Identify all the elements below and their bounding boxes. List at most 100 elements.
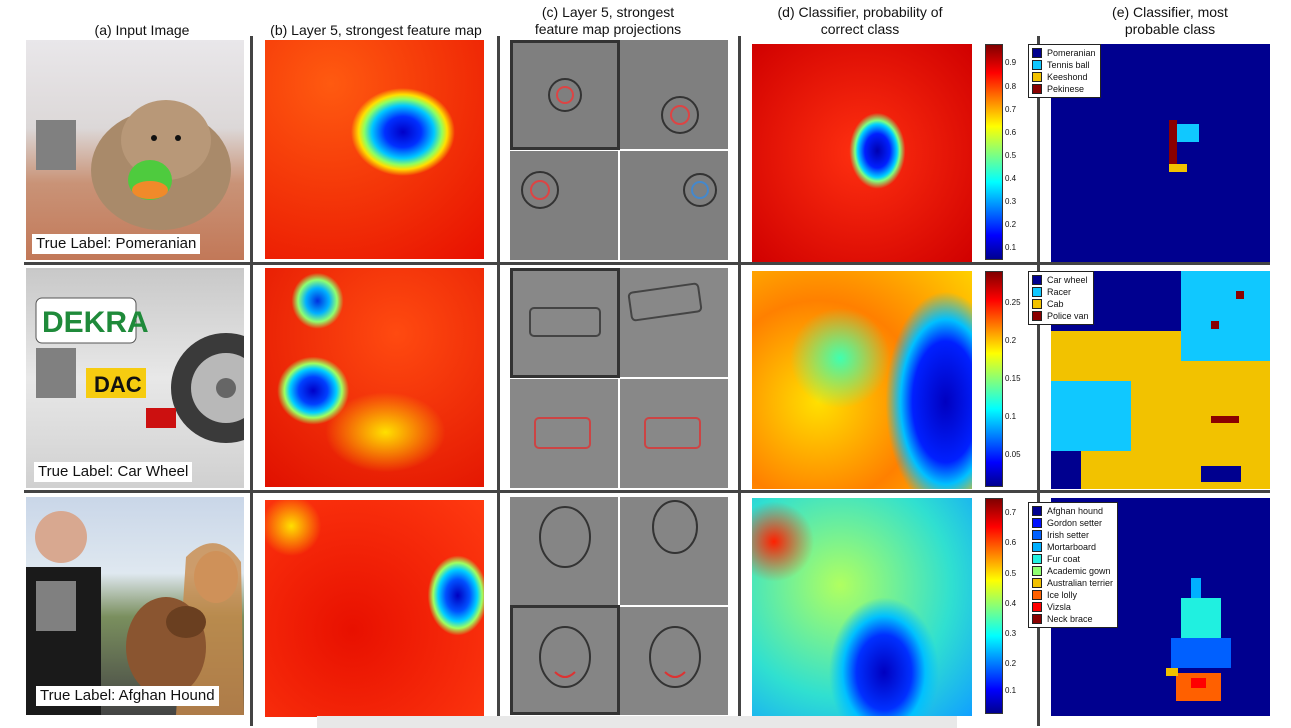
projection-3 bbox=[510, 379, 618, 488]
legend-item: Tennis ball bbox=[1032, 59, 1096, 71]
legend-item: Neck brace bbox=[1032, 613, 1113, 625]
legend-label: Ice lolly bbox=[1047, 590, 1078, 600]
legend-item: Pomeranian bbox=[1032, 47, 1096, 59]
legend-swatch bbox=[1032, 614, 1042, 624]
car-illustration: DEKRA DAC bbox=[35, 297, 244, 443]
legend-label: Car wheel bbox=[1047, 275, 1088, 285]
legend-swatch bbox=[1032, 311, 1042, 321]
colorbar-ticks-row1: 0.9 0.8 0.7 0.6 0.5 0.4 0.3 0.2 0.1 bbox=[1005, 44, 1035, 258]
legend-swatch bbox=[1032, 530, 1042, 540]
divider-vertical-3 bbox=[738, 36, 741, 726]
probability-map-row2 bbox=[752, 271, 972, 489]
input-image-afghan-hound: True Label: Afghan Hound bbox=[26, 497, 244, 715]
legend-label: Vizsla bbox=[1047, 602, 1071, 612]
class-region-australian-terrier bbox=[1166, 668, 1178, 676]
class-region-irish-setter bbox=[1171, 638, 1231, 668]
projections-row2 bbox=[510, 268, 728, 488]
colorbar-ticks-row2: 0.25 0.2 0.15 0.1 0.05 bbox=[1005, 271, 1035, 485]
projection-4 bbox=[620, 379, 728, 488]
tick: 0.7 bbox=[1005, 508, 1017, 517]
legend-label: Keeshond bbox=[1047, 72, 1088, 82]
colorbar-row1 bbox=[985, 44, 1003, 260]
legend-item: Mortarboard bbox=[1032, 541, 1113, 553]
feature-map-row2 bbox=[265, 268, 484, 487]
colorbar-row3 bbox=[985, 498, 1003, 714]
divider-vertical-2 bbox=[497, 36, 500, 726]
column-header-d: (d) Classifier, probability of correct c… bbox=[777, 4, 943, 37]
tick: 0.5 bbox=[1005, 569, 1017, 578]
legend-item: Vizsla bbox=[1032, 601, 1113, 613]
projections-row1 bbox=[510, 40, 728, 260]
legend-swatch bbox=[1032, 84, 1042, 94]
tick: 0.1 bbox=[1005, 412, 1017, 421]
legend-swatch bbox=[1032, 72, 1042, 82]
class-region-pekinese bbox=[1169, 120, 1177, 164]
class-region-mortarboard bbox=[1191, 578, 1201, 598]
class-region-car-wheel bbox=[1051, 451, 1081, 489]
class-region-keeshond bbox=[1169, 164, 1187, 172]
tick: 0.15 bbox=[1005, 374, 1021, 383]
legend-label: Racer bbox=[1047, 287, 1072, 297]
column-header-a: (a) Input Image bbox=[94, 22, 190, 38]
legend-label: Academic gown bbox=[1047, 566, 1111, 576]
svg-text:DEKRA: DEKRA bbox=[42, 306, 149, 339]
legend-label: Cab bbox=[1047, 299, 1064, 309]
tick: 0.05 bbox=[1005, 450, 1021, 459]
tick: 0.1 bbox=[1005, 686, 1017, 695]
legend-label: Pomeranian bbox=[1047, 48, 1096, 58]
tick: 0.1 bbox=[1005, 243, 1017, 252]
legend-item: Academic gown bbox=[1032, 565, 1113, 577]
tick: 0.4 bbox=[1005, 174, 1017, 183]
legend-label: Fur coat bbox=[1047, 554, 1081, 564]
tick: 0.6 bbox=[1005, 128, 1017, 137]
class-region-tennis-ball bbox=[1177, 124, 1199, 142]
occluder-square bbox=[36, 581, 76, 631]
projection-2 bbox=[620, 497, 728, 605]
legend-label: Tennis ball bbox=[1047, 60, 1090, 70]
class-region-police-van bbox=[1211, 321, 1219, 329]
legend-item: Pekinese bbox=[1032, 83, 1096, 95]
projection-4 bbox=[620, 151, 728, 260]
divider-vertical-1 bbox=[250, 36, 253, 726]
legend-swatch bbox=[1032, 566, 1042, 576]
projections-row3 bbox=[510, 497, 728, 715]
legend-swatch bbox=[1032, 542, 1042, 552]
class-region-vizsla bbox=[1191, 678, 1206, 688]
tick: 0.25 bbox=[1005, 298, 1021, 307]
legend-label: Australian terrier bbox=[1047, 578, 1114, 588]
projection-4 bbox=[620, 607, 728, 715]
divider-vertical-4 bbox=[1037, 36, 1040, 726]
legend-label: Neck brace bbox=[1047, 614, 1093, 624]
tick: 0.6 bbox=[1005, 538, 1017, 547]
highlight-strongest bbox=[510, 268, 620, 378]
feature-map-row3 bbox=[265, 500, 484, 717]
legend-label: Gordon setter bbox=[1047, 518, 1103, 528]
projection-2 bbox=[620, 40, 728, 149]
occluder-square bbox=[36, 120, 76, 170]
legend-row2: Car wheel Racer Cab Police van bbox=[1028, 271, 1094, 325]
divider-horizontal-2 bbox=[24, 490, 1270, 493]
legend-label: Pekinese bbox=[1047, 84, 1085, 94]
projection-textures bbox=[529, 282, 703, 449]
legend-item: Ice lolly bbox=[1032, 589, 1113, 601]
class-region-police-van bbox=[1211, 416, 1239, 423]
legend-label: Afghan hound bbox=[1047, 506, 1104, 516]
column-header-c: (c) Layer 5, strongest feature map proje… bbox=[534, 4, 682, 37]
tick: 0.9 bbox=[1005, 58, 1017, 67]
legend-item: Car wheel bbox=[1032, 274, 1089, 286]
legend-swatch bbox=[1032, 60, 1042, 70]
colorbar-ticks-row3: 0.7 0.6 0.5 0.4 0.3 0.2 0.1 bbox=[1005, 498, 1035, 712]
legend-item: Cab bbox=[1032, 298, 1089, 310]
projection-textures bbox=[539, 500, 701, 688]
legend-swatch bbox=[1032, 554, 1042, 564]
legend-row1: Pomeranian Tennis ball Keeshond Pekinese bbox=[1028, 44, 1101, 98]
legend-swatch bbox=[1032, 287, 1042, 297]
true-label: True Label: Pomeranian bbox=[32, 234, 201, 254]
bottom-scroll-strip bbox=[317, 716, 957, 728]
tick: 0.2 bbox=[1005, 336, 1017, 345]
legend-item: Afghan hound bbox=[1032, 505, 1113, 517]
highlight-strongest bbox=[510, 40, 620, 150]
divider-horizontal-1 bbox=[24, 262, 1270, 265]
legend-item: Gordon setter bbox=[1032, 517, 1113, 529]
legend-item: Police van bbox=[1032, 310, 1089, 322]
